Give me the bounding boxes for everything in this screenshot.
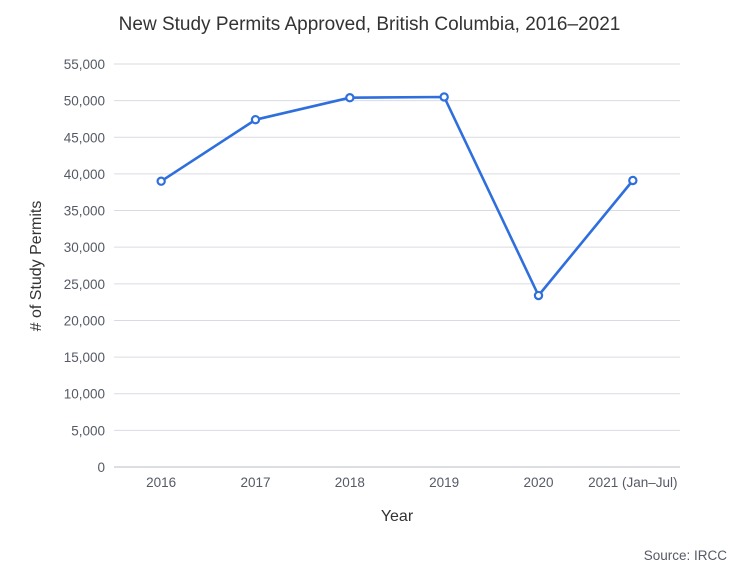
x-tick-label: 2019 bbox=[429, 475, 459, 490]
x-tick-label: 2017 bbox=[240, 475, 270, 490]
data-point-2021 bbox=[628, 175, 638, 186]
series-permits bbox=[156, 92, 638, 301]
y-axis-label: # of Study Permits bbox=[28, 201, 45, 332]
y-tick-label: 15,000 bbox=[64, 350, 105, 365]
x-tick-label: 2018 bbox=[335, 475, 365, 490]
y-tick-label: 0 bbox=[97, 460, 105, 475]
x-tick-label: 2016 bbox=[146, 475, 176, 490]
y-tick-label: 45,000 bbox=[64, 130, 105, 145]
data-point-2019 bbox=[439, 92, 449, 102]
data-point-2016 bbox=[156, 176, 166, 186]
y-tick-label: 40,000 bbox=[64, 167, 105, 182]
x-axis-label: Year bbox=[381, 508, 414, 525]
data-point-2017 bbox=[250, 114, 261, 125]
data-point-2018 bbox=[345, 93, 355, 103]
x-tick-label: 2021 (Jan–Jul) bbox=[588, 475, 677, 490]
x-axis-ticks: 2016 2017 2018 2019 2020 2021 (Jan–Jul) bbox=[146, 475, 677, 490]
chart-title: New Study Permits Approved, British Colu… bbox=[118, 14, 621, 35]
y-tick-label: 30,000 bbox=[64, 240, 105, 255]
y-tick-label: 35,000 bbox=[64, 204, 105, 219]
y-tick-label: 20,000 bbox=[64, 313, 105, 328]
series-line bbox=[160, 95, 634, 297]
data-point-2020 bbox=[533, 290, 544, 301]
y-tick-label: 25,000 bbox=[64, 277, 105, 292]
y-tick-label: 10,000 bbox=[64, 387, 105, 402]
x-tick-label: 2020 bbox=[523, 475, 553, 490]
y-tick-label: 55,000 bbox=[64, 57, 105, 72]
y-tick-label: 5,000 bbox=[71, 423, 105, 438]
y-tick-label: 50,000 bbox=[64, 94, 105, 109]
y-axis-ticks: 0 5,000 10,000 15,000 20,000 25,000 30,000 35,0… bbox=[64, 57, 105, 475]
source-note: Source: IRCC bbox=[643, 548, 727, 563]
gridlines bbox=[114, 63, 680, 468]
